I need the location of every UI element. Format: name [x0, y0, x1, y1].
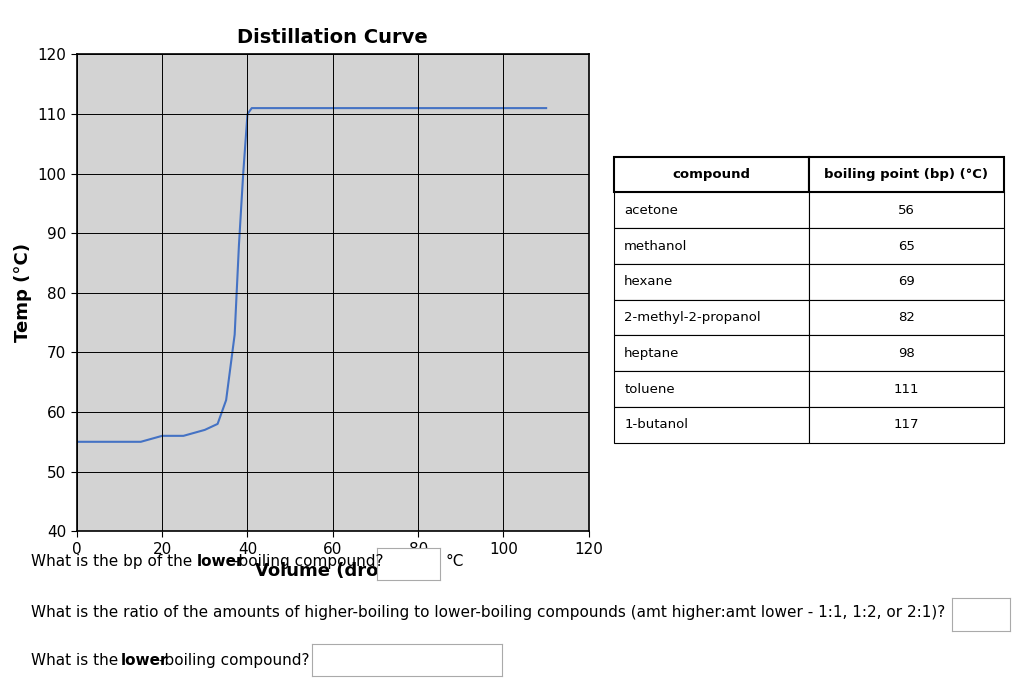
- Text: -boiling compound?: -boiling compound?: [159, 653, 309, 668]
- X-axis label: Volume (drops): Volume (drops): [255, 562, 411, 580]
- Y-axis label: Temp (°C): Temp (°C): [14, 243, 32, 343]
- Text: What is the ratio of the amounts of higher-boiling to lower-boiling compounds (a: What is the ratio of the amounts of high…: [31, 605, 945, 620]
- Text: °C: °C: [445, 554, 464, 569]
- Text: lower: lower: [197, 554, 244, 569]
- Text: lower: lower: [121, 653, 168, 668]
- Title: Distillation Curve: Distillation Curve: [238, 29, 428, 48]
- Text: What is the: What is the: [31, 653, 123, 668]
- Text: -boiling compound?: -boiling compound?: [233, 554, 384, 569]
- Text: What is the bp of the: What is the bp of the: [31, 554, 197, 569]
